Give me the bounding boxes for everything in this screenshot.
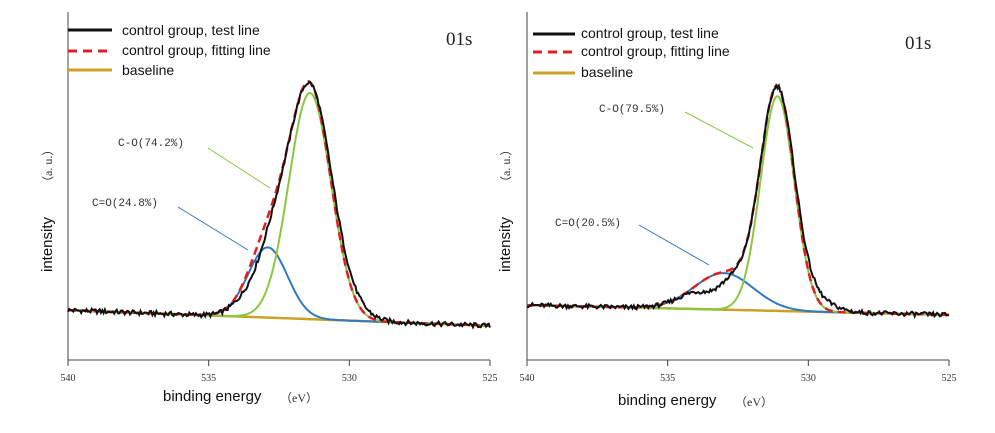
y-axis-unit: （a. u.） xyxy=(41,144,55,188)
curves xyxy=(526,82,950,320)
legend-label-fitting-line: control group, fitting line xyxy=(122,42,271,58)
corner-label: 01s xyxy=(446,29,472,50)
legend-label-fitting-line: control group, fitting line xyxy=(581,43,730,59)
y-axis-title: intensity xyxy=(497,216,514,272)
annotation-leader-c-o xyxy=(207,147,271,189)
x-axis-title: binding energy xyxy=(618,392,717,409)
series-peak-c-o xyxy=(526,95,950,316)
legend: control group, test line control group, … xyxy=(533,25,730,80)
annotation-leader-c-eq-o xyxy=(177,206,249,251)
series-test-line xyxy=(526,82,950,320)
legend-label-test-line: control group, test line xyxy=(122,22,260,38)
series-fitting-line xyxy=(526,84,950,317)
x-axis-title: binding energy xyxy=(163,388,262,405)
legend-label-baseline: baseline xyxy=(581,64,633,80)
y-axis-unit: （a. u.） xyxy=(499,144,513,188)
x-tick-label-540: 540 xyxy=(520,373,535,384)
x-tick-label-535: 535 xyxy=(660,373,675,384)
annotation-c-o: C-O(74.2%) xyxy=(118,138,184,150)
x-axis-unit: （eV） xyxy=(280,391,318,405)
series-test-line xyxy=(67,79,491,330)
x-ticks: 540 535 530 525 xyxy=(520,360,957,384)
chart-svg-right: 540 535 530 525 01s control group, test lin… xyxy=(497,12,957,409)
x-tick-label-540: 540 xyxy=(61,373,76,384)
legend-label-test-line: control group, test line xyxy=(581,25,719,41)
chart-svg-left: 540 535 530 525 01s control group, test lin… xyxy=(39,12,498,405)
chart-panel-right: 540 535 530 525 01s control group, test lin… xyxy=(497,0,994,433)
annotation-c-eq-o: C=O(20.5%) xyxy=(555,218,621,230)
y-axis-title: intensity xyxy=(39,216,56,272)
x-tick-label-525: 525 xyxy=(483,373,498,384)
x-tick-label-525: 525 xyxy=(942,373,957,384)
annotation-c-o: C-O(79.5%) xyxy=(599,104,665,116)
legend-label-baseline: baseline xyxy=(122,62,174,78)
curves xyxy=(67,79,491,330)
x-tick-label-530: 530 xyxy=(342,373,357,384)
legend: control group, test line control group, … xyxy=(68,22,271,78)
annotation-leader-c-o xyxy=(684,111,754,149)
annotation-c-eq-o: C=O(24.8%) xyxy=(92,198,158,210)
x-tick-label-530: 530 xyxy=(801,373,816,384)
x-tick-label-535: 535 xyxy=(201,373,216,384)
chart-panel-left: 540 535 530 525 01s control group, test lin… xyxy=(0,0,497,433)
x-axis-unit: （eV） xyxy=(735,395,773,409)
corner-label: 01s xyxy=(905,33,931,54)
x-ticks: 540 535 530 525 xyxy=(61,360,498,384)
annotation-leader-c-eq-o xyxy=(638,224,710,266)
plot-frame xyxy=(526,12,949,361)
